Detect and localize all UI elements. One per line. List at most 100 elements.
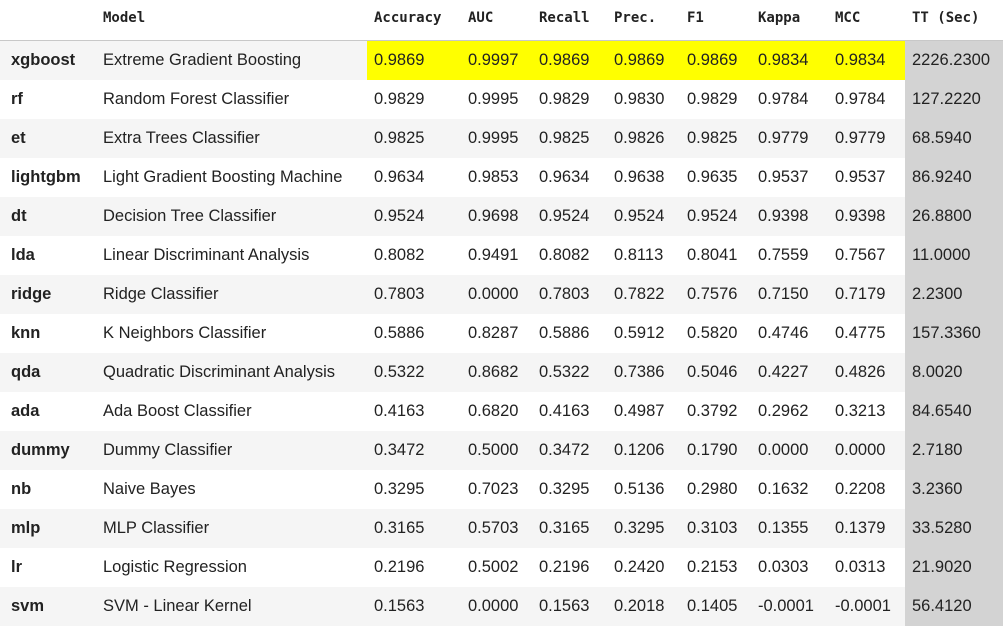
- f1-cell: 0.9524: [680, 197, 751, 236]
- training-time-cell: 2226.2300: [905, 40, 1003, 80]
- mcc-cell: 0.7179: [828, 275, 905, 314]
- model-name-cell: Extra Trees Classifier: [96, 119, 367, 158]
- recall-cell: 0.5322: [532, 353, 607, 392]
- table-row: et Extra Trees Classifier 0.9825 0.9995 0.98…: [0, 119, 1003, 158]
- f1-cell: 0.8041: [680, 236, 751, 275]
- training-time-cell: 2.2300: [905, 275, 1003, 314]
- model-name-cell: Decision Tree Classifier: [96, 197, 367, 236]
- recall-cell: 0.9869: [532, 40, 607, 80]
- precision-cell: 0.2420: [607, 548, 680, 587]
- f1-cell: 0.3103: [680, 509, 751, 548]
- model-name-cell: Light Gradient Boosting Machine: [96, 158, 367, 197]
- header-accuracy: Accuracy: [367, 0, 461, 41]
- table-row: dt Decision Tree Classifier 0.9524 0.9698 0.…: [0, 197, 1003, 236]
- accuracy-cell: 0.3472: [367, 431, 461, 470]
- kappa-cell: 0.2962: [751, 392, 828, 431]
- recall-cell: 0.3295: [532, 470, 607, 509]
- mcc-cell: 0.9784: [828, 80, 905, 119]
- recall-cell: 0.1563: [532, 587, 607, 626]
- mcc-cell: 0.7567: [828, 236, 905, 275]
- row-id: nb: [0, 470, 96, 509]
- f1-cell: 0.9825: [680, 119, 751, 158]
- model-name-cell: SVM - Linear Kernel: [96, 587, 367, 626]
- table-row: nb Naive Bayes 0.3295 0.7023 0.3295 0.5136 0.2…: [0, 470, 1003, 509]
- auc-cell: 0.5703: [461, 509, 532, 548]
- header-kappa: Kappa: [751, 0, 828, 41]
- accuracy-cell: 0.4163: [367, 392, 461, 431]
- model-name-cell: Quadratic Discriminant Analysis: [96, 353, 367, 392]
- accuracy-cell: 0.9825: [367, 119, 461, 158]
- table-row: qda Quadratic Discriminant Analysis 0.5322…: [0, 353, 1003, 392]
- table-row: rf Random Forest Classifier 0.9829 0.9995 0.…: [0, 80, 1003, 119]
- kappa-cell: 0.9398: [751, 197, 828, 236]
- accuracy-cell: 0.9634: [367, 158, 461, 197]
- auc-cell: 0.8682: [461, 353, 532, 392]
- table-row: knn K Neighbors Classifier 0.5886 0.8287 0.5…: [0, 314, 1003, 353]
- training-time-cell: 26.8800: [905, 197, 1003, 236]
- recall-cell: 0.7803: [532, 275, 607, 314]
- f1-cell: 0.9829: [680, 80, 751, 119]
- auc-cell: 0.9853: [461, 158, 532, 197]
- header-mcc: MCC: [828, 0, 905, 41]
- table-row: ridge Ridge Classifier 0.7803 0.0000 0.7803 0…: [0, 275, 1003, 314]
- accuracy-cell: 0.3165: [367, 509, 461, 548]
- model-name-cell: Random Forest Classifier: [96, 80, 367, 119]
- precision-cell: 0.4987: [607, 392, 680, 431]
- precision-cell: 0.9830: [607, 80, 680, 119]
- training-time-cell: 86.9240: [905, 158, 1003, 197]
- row-id: mlp: [0, 509, 96, 548]
- recall-cell: 0.9524: [532, 197, 607, 236]
- header-model: Model: [96, 0, 367, 41]
- recall-cell: 0.2196: [532, 548, 607, 587]
- recall-cell: 0.9825: [532, 119, 607, 158]
- auc-cell: 0.5002: [461, 548, 532, 587]
- f1-cell: 0.2153: [680, 548, 751, 587]
- model-name-cell: Linear Discriminant Analysis: [96, 236, 367, 275]
- kappa-cell: 0.1632: [751, 470, 828, 509]
- precision-cell: 0.9524: [607, 197, 680, 236]
- mcc-cell: 0.0000: [828, 431, 905, 470]
- auc-cell: 0.7023: [461, 470, 532, 509]
- accuracy-cell: 0.9829: [367, 80, 461, 119]
- kappa-cell: 0.0000: [751, 431, 828, 470]
- precision-cell: 0.2018: [607, 587, 680, 626]
- f1-cell: 0.7576: [680, 275, 751, 314]
- training-time-cell: 21.9020: [905, 548, 1003, 587]
- mcc-cell: 0.9398: [828, 197, 905, 236]
- accuracy-cell: 0.5886: [367, 314, 461, 353]
- f1-cell: 0.2980: [680, 470, 751, 509]
- model-name-cell: MLP Classifier: [96, 509, 367, 548]
- table-row: dummy Dummy Classifier 0.3472 0.5000 0.3472 0…: [0, 431, 1003, 470]
- mcc-cell: 0.2208: [828, 470, 905, 509]
- f1-cell: 0.1790: [680, 431, 751, 470]
- training-time-cell: 157.3360: [905, 314, 1003, 353]
- kappa-cell: 0.1355: [751, 509, 828, 548]
- precision-cell: 0.3295: [607, 509, 680, 548]
- recall-cell: 0.3472: [532, 431, 607, 470]
- auc-cell: 0.9995: [461, 119, 532, 158]
- auc-cell: 0.9995: [461, 80, 532, 119]
- table-row: lda Linear Discriminant Analysis 0.8082 0.9…: [0, 236, 1003, 275]
- training-time-cell: 33.5280: [905, 509, 1003, 548]
- accuracy-cell: 0.9869: [367, 40, 461, 80]
- row-id: dt: [0, 197, 96, 236]
- recall-cell: 0.5886: [532, 314, 607, 353]
- precision-cell: 0.5912: [607, 314, 680, 353]
- kappa-cell: 0.9784: [751, 80, 828, 119]
- training-time-cell: 127.2220: [905, 80, 1003, 119]
- accuracy-cell: 0.3295: [367, 470, 461, 509]
- precision-cell: 0.5136: [607, 470, 680, 509]
- kappa-cell: 0.4227: [751, 353, 828, 392]
- kappa-cell: 0.7559: [751, 236, 828, 275]
- accuracy-cell: 0.7803: [367, 275, 461, 314]
- training-time-cell: 84.6540: [905, 392, 1003, 431]
- model-name-cell: Naive Bayes: [96, 470, 367, 509]
- header-f1: F1: [680, 0, 751, 41]
- auc-cell: 0.9997: [461, 40, 532, 80]
- row-id: dummy: [0, 431, 96, 470]
- training-time-cell: 8.0020: [905, 353, 1003, 392]
- model-name-cell: Extreme Gradient Boosting: [96, 40, 367, 80]
- header-index: [0, 0, 96, 41]
- table-row: svm SVM - Linear Kernel 0.1563 0.0000 0.1563…: [0, 587, 1003, 626]
- auc-cell: 0.9698: [461, 197, 532, 236]
